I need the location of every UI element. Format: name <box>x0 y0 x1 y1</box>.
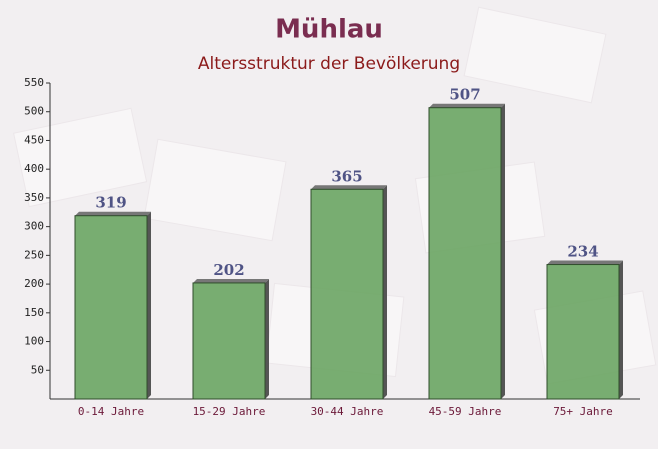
value-label: 234 <box>567 243 598 261</box>
y-tick-label: 250 <box>24 248 44 261</box>
y-tick-label: 300 <box>24 220 44 233</box>
bar <box>428 107 502 400</box>
value-label: 202 <box>213 261 244 279</box>
y-tick-label: 100 <box>24 335 44 348</box>
bar-shadow <box>265 278 269 399</box>
bar-shadow <box>193 278 269 283</box>
bar <box>546 264 620 400</box>
chart-title: Mühlau <box>275 15 383 45</box>
y-tick-label: 50 <box>31 363 44 376</box>
y-tick-label: 150 <box>24 306 44 319</box>
value-label: 507 <box>449 86 480 104</box>
y-tick-label: 200 <box>24 277 44 290</box>
bar-shadow <box>619 260 623 399</box>
y-tick-label: 500 <box>24 105 44 118</box>
bar-shadow <box>547 260 623 265</box>
bar-shadow <box>501 103 505 400</box>
y-tick-label: 550 <box>24 76 44 89</box>
x-tick-label: 30-44 Jahre <box>311 405 384 418</box>
x-tick-label: 75+ Jahre <box>553 405 613 418</box>
x-tick-label: 0-14 Jahre <box>78 405 144 418</box>
y-tick-label: 400 <box>24 162 44 175</box>
y-tick-label: 350 <box>24 191 44 204</box>
chart-subtitle: Altersstruktur der Bevölkerung <box>198 54 460 74</box>
x-tick-label: 45-59 Jahre <box>429 405 502 418</box>
x-tick-label: 15-29 Jahre <box>193 405 266 418</box>
y-tick-label: 450 <box>24 133 44 146</box>
bar <box>310 188 384 400</box>
bar-shadow <box>429 103 505 108</box>
bar-shadow <box>147 211 151 399</box>
bar-shadow <box>75 211 151 216</box>
bar-shadow <box>383 185 387 399</box>
bar-shadow <box>311 185 387 190</box>
bar <box>74 215 148 400</box>
value-label: 319 <box>95 194 126 212</box>
value-label: 365 <box>331 167 362 185</box>
bar <box>192 282 266 400</box>
